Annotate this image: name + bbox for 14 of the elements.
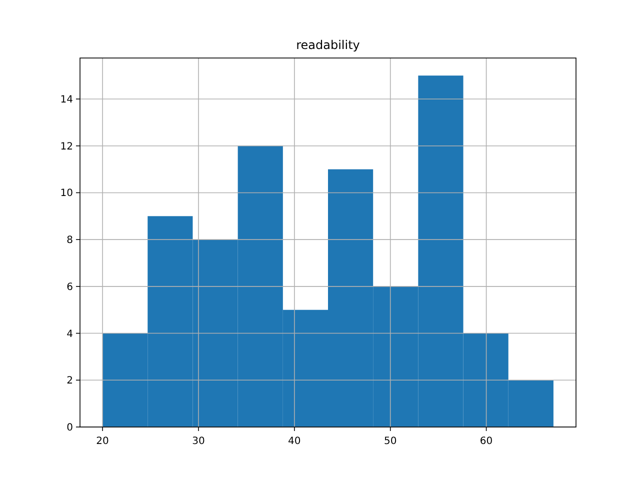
y-tick-label: 0	[66, 422, 73, 434]
y-tick-label: 6	[66, 282, 73, 293]
x-tick-label: 40	[288, 436, 301, 447]
y-tick-label: 4	[66, 328, 73, 340]
y-tick-label: 8	[66, 235, 73, 246]
x-tick-label: 30	[192, 436, 205, 447]
x-tick-label: 20	[96, 436, 109, 447]
y-tick-label: 14	[60, 94, 73, 106]
y-tick-label: 2	[66, 376, 73, 387]
y-tick-label: 10	[60, 188, 73, 200]
x-tick-label: 50	[384, 436, 397, 447]
chart-title: readability	[296, 38, 360, 52]
y-tick-label: 12	[60, 141, 73, 152]
x-tick-label: 60	[480, 436, 493, 447]
